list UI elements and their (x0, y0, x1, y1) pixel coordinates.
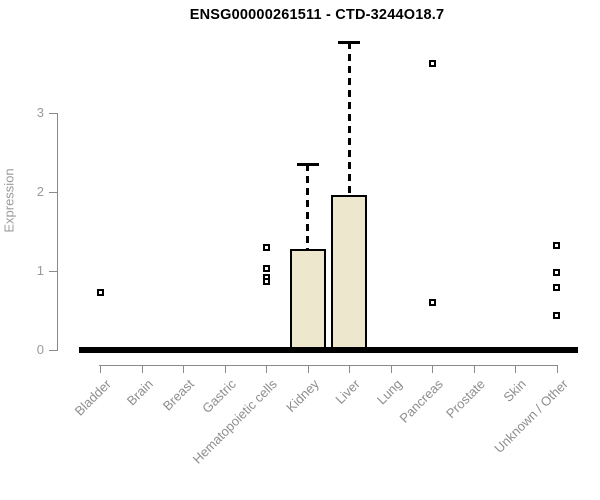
x-axis-tick (432, 365, 433, 373)
y-axis-line (57, 112, 58, 351)
x-axis-tick (100, 365, 101, 373)
x-axis-tick (224, 365, 226, 373)
y-tick-label: 3 (36, 104, 44, 120)
whisker-cap (296, 162, 319, 166)
median-bar (120, 346, 163, 353)
median-bar (494, 346, 536, 353)
box (289, 249, 326, 350)
y-axis-tick (49, 112, 57, 114)
median-bar (203, 346, 246, 353)
median-bar (411, 346, 453, 353)
outlier-point (262, 278, 270, 286)
whisker (347, 42, 351, 196)
y-tick-label: 0 (36, 341, 44, 357)
x-axis-tick (556, 365, 558, 373)
x-axis-tick (266, 365, 267, 373)
outlier-point (553, 241, 560, 249)
y-axis-tick (49, 349, 57, 351)
outlier-point (262, 264, 270, 272)
outlier-point (428, 60, 436, 68)
outlier-point (262, 244, 270, 252)
median-bar (328, 346, 370, 353)
median-bar (369, 346, 412, 353)
outlier-point (553, 269, 560, 277)
outlier-point (553, 312, 560, 320)
median-bar (452, 346, 495, 353)
whisker-cap (338, 41, 360, 45)
x-axis-tick (515, 365, 516, 373)
median-bar (286, 346, 329, 353)
y-axis-tick (49, 270, 57, 272)
whisker (306, 163, 309, 250)
x-axis-tick (307, 365, 309, 373)
y-axis-tick (49, 191, 57, 193)
x-axis-tick (390, 365, 392, 373)
x-axis-tick (141, 365, 143, 373)
x-axis-tick (183, 365, 184, 373)
outlier-point (553, 284, 560, 292)
outlier-point (96, 289, 104, 297)
median-bar (535, 346, 578, 353)
median-bar (79, 346, 121, 353)
chart-title: ENSG00000261511 - CTD-3244O18.7 (189, 7, 445, 23)
outlier-point (428, 299, 436, 307)
box (331, 195, 367, 350)
x-axis-tick (349, 365, 350, 373)
x-axis-tick (473, 365, 475, 373)
median-bar (162, 346, 204, 353)
y-tick-label: 2 (36, 183, 44, 199)
median-bar (245, 346, 287, 353)
y-tick-label: 1 (36, 262, 44, 278)
x-axis-line (99, 365, 558, 366)
